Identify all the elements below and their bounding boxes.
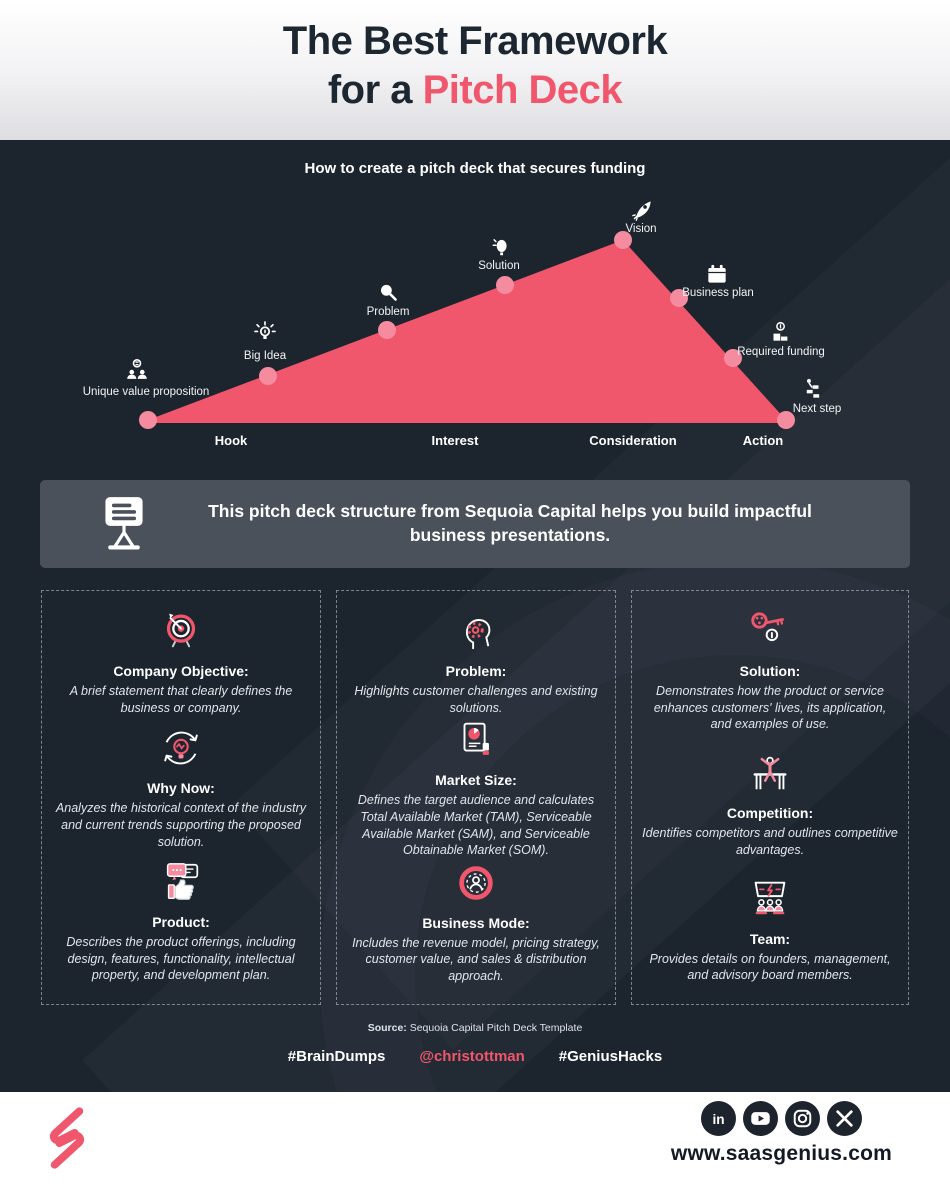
pitch-funnel-chart: Unique value proposition Big Idea Proble… <box>0 190 950 460</box>
source-text: Sequoia Capital Pitch Deck Template <box>406 1022 583 1034</box>
main-dark-section: How to create a pitch deck that secures … <box>0 140 950 1092</box>
team-icon <box>747 875 793 923</box>
framework-cards: Company Objective: A brief statement tha… <box>41 590 909 1005</box>
stage-label-hook: Hook <box>214 433 248 448</box>
card-item-body: Identifies competitors and outlines comp… <box>642 826 898 857</box>
funnel-area-shape <box>139 231 795 429</box>
stairs-icon <box>798 375 826 403</box>
card-item-title: Why Now: <box>147 780 215 797</box>
card-item-body: Provides details on founders, management… <box>649 951 891 983</box>
saasgenius-logo <box>44 1105 90 1176</box>
title-prefix: for a <box>327 67 423 112</box>
card-item-problem: Problem: Highlights customer challenges … <box>347 607 605 716</box>
card-item-market-size: Market Size: Defines the target audience… <box>347 716 605 859</box>
card-item-title: Competition: <box>726 805 814 822</box>
funding-icon <box>766 318 794 346</box>
point-label-business-plan: Business plan <box>682 287 754 299</box>
hashtag-row: #BrainDumps @christottman #GeniusHacks <box>0 1048 950 1065</box>
card-column-1: Company Objective: A brief statement tha… <box>41 590 321 1005</box>
card-item-title: Business Mode: <box>422 914 530 931</box>
card-item-title: Product: <box>152 914 210 931</box>
card-item-title: Market Size: <box>435 772 517 789</box>
card-item-business-mode: Business Mode: Includes the revenue mode… <box>347 859 605 985</box>
svg-text:in: in <box>712 1112 724 1127</box>
stage-label-consideration: Consideration <box>589 433 677 448</box>
card-column-2: Problem: Highlights customer challenges … <box>336 590 616 1005</box>
card-item-body: Defines the target audience and calculat… <box>357 793 595 858</box>
head-gear-icon <box>453 607 499 655</box>
market-size-icon <box>453 716 499 764</box>
website-url[interactable]: www.saasgenius.com <box>670 1142 892 1165</box>
point-label-next-step: Next step <box>792 403 842 415</box>
x-twitter-icon[interactable] <box>826 1101 862 1136</box>
card-item-why-now: Why Now: Analyzes the historical context… <box>52 724 310 850</box>
card-item-solution: Solution: Demonstrates how the product o… <box>642 607 898 733</box>
point-label-solution: Solution <box>478 260 520 272</box>
hashtag-braindumps: #BrainDumps <box>287 1048 386 1065</box>
card-item-body: Analyzes the historical context of the i… <box>55 801 307 849</box>
card-item-title: Team: <box>749 930 791 947</box>
why-now-icon <box>158 724 204 772</box>
page-title-line2: for a Pitch Deck <box>0 66 950 115</box>
rocket-icon <box>628 196 656 224</box>
card-item-product: Product: Describes the product offerings… <box>52 858 310 984</box>
social-row: in <box>700 1101 862 1136</box>
instagram-icon[interactable] <box>784 1101 820 1136</box>
source-label: Source: <box>367 1022 407 1034</box>
linkedin-icon[interactable]: in <box>700 1101 736 1136</box>
youtube-icon[interactable] <box>742 1101 778 1136</box>
header: The Best Framework for a Pitch Deck <box>0 0 950 140</box>
card-item-body: A brief statement that clearly defines t… <box>69 684 293 715</box>
hashtag-geniushacks: #GeniusHacks <box>558 1048 663 1065</box>
calendar-icon <box>703 260 731 288</box>
key-icon <box>747 607 793 655</box>
product-icon <box>158 858 204 906</box>
stage-label-action: Action <box>742 433 784 448</box>
business-mode-icon <box>453 859 499 907</box>
point-label-required-funding: Required funding <box>737 346 825 358</box>
card-item-body: Demonstrates how the product or service … <box>653 684 887 732</box>
card-item-team: Team: Provides details on founders, mana… <box>642 875 898 984</box>
card-item-competition: Competition: Identifies competitors and … <box>642 749 898 858</box>
target-icon <box>158 607 204 655</box>
presentation-board-icon <box>98 493 150 555</box>
footer: in <box>0 1092 950 1188</box>
card-item-body: Includes the revenue model, pricing stra… <box>352 935 600 983</box>
footer-right: in <box>671 1101 892 1166</box>
card-item-body: Highlights customer challenges and exist… <box>354 684 598 715</box>
point-label-big-idea: Big Idea <box>243 350 287 362</box>
lightbulb-rays-icon <box>251 318 279 346</box>
card-item-title: Company Objective: <box>113 663 249 679</box>
stage-label-interest: Interest <box>431 433 479 448</box>
point-label-unique-value-proposition: Unique value proposition <box>82 386 210 398</box>
competition-icon <box>747 749 793 797</box>
people-coin-icon <box>123 356 151 384</box>
card-item-title: Solution: <box>739 663 801 679</box>
handle-christottman: @christottman <box>419 1048 525 1065</box>
sequoia-banner: This pitch deck structure from Sequoia C… <box>40 480 910 568</box>
card-item-title: Problem: <box>445 663 507 679</box>
card-column-3: Solution: Demonstrates how the product o… <box>631 590 909 1005</box>
page-title-line1: The Best Framework <box>282 19 668 63</box>
point-label-vision: Vision <box>625 223 657 235</box>
card-item-body: Describes the product offerings, includi… <box>66 935 296 983</box>
title-accent: Pitch Deck <box>422 67 623 112</box>
magnifier-icon <box>374 279 402 307</box>
bulb-solid-icon <box>486 233 514 261</box>
banner-text: This pitch deck structure from Sequoia C… <box>208 501 812 545</box>
card-item-company-objective: Company Objective: A brief statement tha… <box>52 607 310 716</box>
source-line: Source: Sequoia Capital Pitch Deck Templ… <box>0 1022 950 1034</box>
point-label-problem: Problem <box>366 306 410 318</box>
subtitle: How to create a pitch deck that secures … <box>304 160 646 177</box>
